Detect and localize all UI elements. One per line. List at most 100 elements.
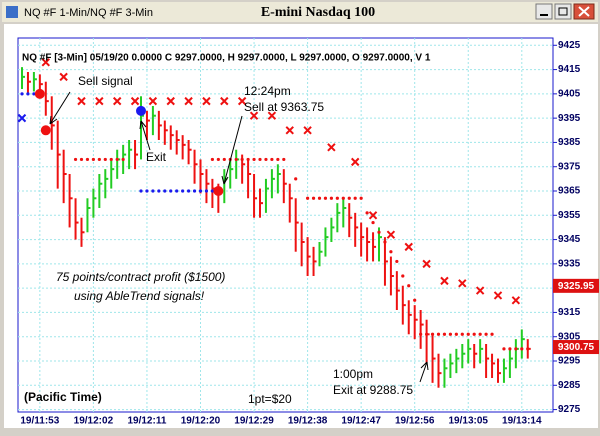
stop-dot bbox=[115, 157, 119, 162]
stop-x bbox=[386, 230, 396, 239]
stop-x bbox=[475, 286, 485, 295]
grid bbox=[18, 38, 557, 412]
stop-dot bbox=[425, 332, 429, 336]
stop-dot bbox=[335, 196, 339, 200]
stop-dot bbox=[294, 177, 298, 181]
stop-dot bbox=[157, 189, 161, 193]
stop-dot bbox=[365, 211, 369, 215]
stop-x bbox=[404, 242, 413, 252]
stop-dot bbox=[282, 157, 286, 162]
stop-dot bbox=[401, 274, 405, 278]
stop-dot bbox=[383, 240, 387, 244]
price-marker-label: 9325.95 bbox=[558, 281, 595, 292]
minimize-button[interactable] bbox=[535, 3, 553, 20]
stop-dot bbox=[514, 347, 518, 351]
stop-dot bbox=[407, 284, 411, 288]
stop-x bbox=[249, 111, 259, 120]
stop-dot bbox=[520, 347, 524, 351]
stop-dot bbox=[192, 189, 197, 193]
stop-x bbox=[327, 143, 336, 152]
arrow bbox=[221, 115, 243, 185]
stop-dot bbox=[478, 332, 482, 336]
stop-dot bbox=[145, 189, 149, 193]
stop-dot bbox=[317, 196, 322, 200]
stop-dot bbox=[311, 196, 316, 200]
restore-icon bbox=[558, 7, 568, 16]
annotation: 12:24pm bbox=[244, 84, 291, 98]
y-tick-label: 9405 bbox=[558, 88, 581, 99]
stop-dot bbox=[20, 92, 24, 96]
y-tick-label: 9395 bbox=[558, 113, 581, 124]
price-marker bbox=[553, 340, 599, 355]
sell-signal bbox=[40, 125, 51, 136]
stop-x bbox=[511, 296, 521, 305]
stop-x bbox=[59, 72, 68, 82]
stop-dot bbox=[419, 332, 423, 336]
stop-dot bbox=[490, 332, 494, 336]
stop-dot bbox=[91, 157, 95, 162]
annotation: Exit at 9288.75 bbox=[333, 383, 413, 397]
stop-x bbox=[422, 259, 431, 269]
price-marker-label: 9300.75 bbox=[558, 342, 595, 353]
title-bar bbox=[2, 2, 598, 22]
stop-dot bbox=[371, 220, 375, 225]
stop-dot bbox=[151, 189, 155, 193]
annotation: 75 points/contract profit ($1500) bbox=[56, 270, 225, 284]
stop-dot bbox=[466, 332, 470, 336]
stop-dot bbox=[347, 196, 351, 200]
annotation: 1pt=$20 bbox=[248, 392, 292, 406]
annotation: (Pacific Time) bbox=[24, 390, 102, 404]
sell-signal bbox=[34, 88, 45, 99]
stop-dot bbox=[442, 332, 447, 336]
chart-title: E-mini Nasdaq 100 bbox=[261, 5, 375, 20]
stop-dot bbox=[210, 189, 214, 193]
y-tick-label: 9425 bbox=[558, 40, 581, 51]
window-icon bbox=[6, 6, 18, 18]
stop-dot bbox=[508, 347, 512, 351]
stop-x bbox=[350, 157, 360, 167]
stop-dot bbox=[204, 189, 209, 193]
stop-x bbox=[166, 96, 175, 106]
annotation: using AbleTrend signals! bbox=[74, 289, 205, 303]
x-tick-label: 19/12:56 bbox=[395, 416, 435, 427]
stop-dot bbox=[484, 332, 488, 336]
stop-dot bbox=[163, 189, 167, 193]
stop-dot bbox=[526, 347, 530, 351]
window-controls bbox=[535, 3, 595, 20]
stop-dot bbox=[246, 157, 250, 162]
stop-dot bbox=[222, 157, 226, 162]
y-tick-label: 9335 bbox=[558, 258, 581, 269]
x-tick-label: 19/12:11 bbox=[127, 416, 166, 427]
stop-x bbox=[41, 58, 51, 67]
y-tick-label: 9415 bbox=[558, 64, 581, 75]
window-title: NQ #F 1-Min/NQ #F 3-Min bbox=[24, 7, 153, 19]
stop-dot bbox=[26, 92, 30, 96]
stop-dot bbox=[169, 189, 173, 193]
stop-dot bbox=[395, 259, 399, 264]
stop-x bbox=[368, 211, 378, 220]
stop-x bbox=[285, 126, 294, 135]
stop-dot bbox=[341, 196, 345, 200]
stop-dot bbox=[276, 157, 280, 162]
stop-dot bbox=[258, 157, 262, 162]
stop-dot bbox=[198, 189, 203, 193]
annotation: 1:00pm bbox=[333, 367, 373, 381]
x-tick-label: 19/12:38 bbox=[288, 416, 328, 427]
stop-dot bbox=[353, 196, 357, 200]
stop-dot bbox=[85, 157, 90, 162]
x-tick-label: 19/11:53 bbox=[20, 416, 59, 427]
stop-dot bbox=[139, 189, 143, 193]
x-tick-label: 19/13:05 bbox=[449, 416, 489, 427]
x-tick-label: 19/12:29 bbox=[234, 416, 274, 427]
close-icon bbox=[578, 6, 590, 17]
stop-x bbox=[493, 291, 503, 300]
stop-x bbox=[95, 96, 104, 106]
stop-dot bbox=[502, 347, 506, 351]
stop-dot bbox=[109, 157, 113, 162]
y-tick-label: 9375 bbox=[558, 161, 581, 172]
arrow bbox=[419, 361, 429, 383]
y-tick-label: 9385 bbox=[558, 137, 581, 148]
sell-signal bbox=[213, 186, 224, 196]
restore-button[interactable] bbox=[554, 3, 572, 20]
